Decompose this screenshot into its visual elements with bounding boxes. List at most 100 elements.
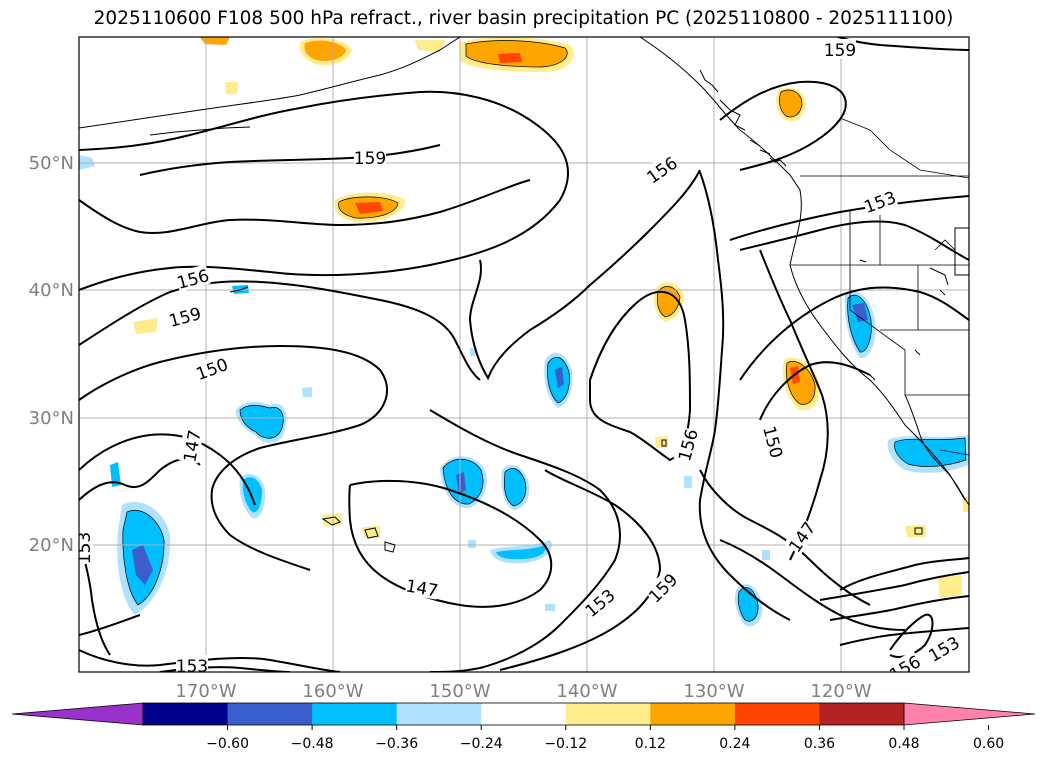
colorbar-tick-label: 0.36	[804, 736, 835, 752]
colorbar-cell	[143, 703, 229, 725]
fill-patch	[225, 82, 238, 94]
contour-label-bg	[580, 584, 619, 621]
lon-label: 140°W	[556, 681, 617, 702]
fill-patch	[468, 540, 476, 548]
fill-patch	[852, 303, 868, 322]
contour-label-bg	[861, 186, 899, 216]
fill-patch	[496, 545, 546, 560]
contour-label-bg	[824, 39, 856, 59]
colorbar-cell	[481, 703, 567, 725]
colorbar-tick-label: 0.24	[719, 736, 750, 752]
fill-patch	[200, 37, 230, 45]
contour-label: 156	[644, 153, 682, 188]
fill-patch	[684, 476, 692, 488]
fill-patch	[302, 387, 312, 397]
fill-patch	[240, 405, 284, 439]
lat-label: 50°N	[29, 153, 74, 174]
fill-patch	[498, 53, 522, 63]
colorbar-tick-label: −0.48	[291, 736, 334, 752]
lon-label: 130°W	[683, 681, 744, 702]
contour-label-bg	[178, 428, 204, 464]
contour-label-bg	[166, 302, 203, 330]
contour-label: 153	[862, 188, 899, 218]
fill-patch	[133, 318, 158, 334]
colorbar-tick-label: 0.60	[973, 736, 1004, 752]
fill-patch	[132, 545, 153, 585]
fill-patch	[304, 40, 346, 61]
lon-label: 150°W	[429, 681, 490, 702]
fill-patch	[779, 90, 802, 117]
contour-label: 153	[75, 532, 95, 564]
contour-label-bg	[354, 147, 386, 167]
contour-label: 159	[645, 570, 682, 607]
lon-label: 170°W	[175, 681, 236, 702]
colorbar-tick-label: −0.60	[206, 736, 249, 752]
map-frame	[78, 36, 970, 673]
contour-label-bg	[79, 532, 93, 564]
contour-label: 156	[675, 427, 703, 464]
colorbar-extend-high	[903, 702, 1036, 726]
fill-patch	[762, 550, 770, 560]
contour-label-bg	[404, 574, 440, 600]
colorbar-cell	[565, 703, 651, 725]
contour-label-bg	[760, 423, 788, 460]
colorbar-cell	[312, 703, 398, 725]
contour-label-bg	[174, 264, 211, 292]
contour-label-bg	[193, 353, 231, 383]
contour-label: 159	[167, 304, 204, 332]
colorbar-cells	[143, 703, 905, 725]
lon-label: 120°W	[810, 681, 871, 702]
height-contours	[79, 37, 969, 672]
fill-patch	[355, 202, 383, 214]
positive-anomaly-fills	[133, 37, 969, 598]
fill-patch	[415, 40, 445, 52]
longitude-labels: 170°W 160°W 150°W 140°W 130°W 120°W	[175, 681, 871, 702]
lat-label: 30°N	[29, 408, 74, 429]
fill-patch	[545, 604, 555, 611]
colorbar-cell	[734, 703, 820, 725]
colorbar-cell	[819, 703, 905, 725]
map-title: 2025110600 F108 500 hPa refract., river …	[93, 8, 954, 29]
contour-label-bg	[885, 650, 924, 672]
fill-patch	[894, 438, 966, 467]
colorbar-frame	[142, 702, 905, 726]
fill-patch	[110, 462, 121, 487]
fill-patch	[555, 366, 564, 388]
contour-label-bg	[176, 655, 208, 672]
lat-label: 40°N	[29, 280, 74, 301]
colorbar-cell	[396, 703, 482, 725]
fill-patch	[456, 472, 466, 494]
colorbar-tick-label: 0.12	[635, 736, 666, 752]
lat-label: 20°N	[29, 535, 74, 556]
colorbar-tick-label: −0.24	[460, 736, 503, 752]
fill-patch	[504, 468, 526, 506]
latitude-labels: 50°N 40°N 30°N 20°N	[29, 153, 74, 556]
colorbar: −0.60 −0.48 −0.36 −0.24 −0.12 0.12 0.24 0.36 0.4…	[11, 702, 1036, 752]
colorbar-tick-label: −0.36	[375, 736, 418, 752]
fill-outlines	[122, 40, 967, 622]
fill-patch	[657, 286, 680, 317]
contour-label: 159	[824, 41, 856, 61]
lon-label: 160°W	[302, 681, 363, 702]
colorbar-cell	[227, 703, 313, 725]
contour-label: 150	[194, 355, 231, 385]
contour-label-bg	[643, 568, 681, 606]
colorbar-ticks: −0.60 −0.48 −0.36 −0.24 −0.12 0.12 0.24 0.36 0.4…	[206, 725, 1004, 752]
fill-patch	[938, 575, 962, 598]
colorbar-tick-label: −0.12	[544, 736, 587, 752]
contour-label-bg	[642, 151, 681, 187]
colorbar-extend-low	[11, 702, 144, 726]
contour-label-bg	[924, 631, 963, 665]
contour-label: 147	[785, 519, 820, 557]
gridlines	[79, 37, 969, 672]
contour-label: 153	[925, 633, 963, 667]
contour-label-bg	[783, 517, 819, 556]
fill-patch	[322, 513, 342, 526]
contour-label: 150	[758, 424, 786, 461]
contour-label: 147	[180, 428, 205, 463]
contour-label: 156	[886, 652, 924, 686]
contour-label: 153	[176, 657, 208, 677]
contour-label-bg	[673, 426, 701, 463]
